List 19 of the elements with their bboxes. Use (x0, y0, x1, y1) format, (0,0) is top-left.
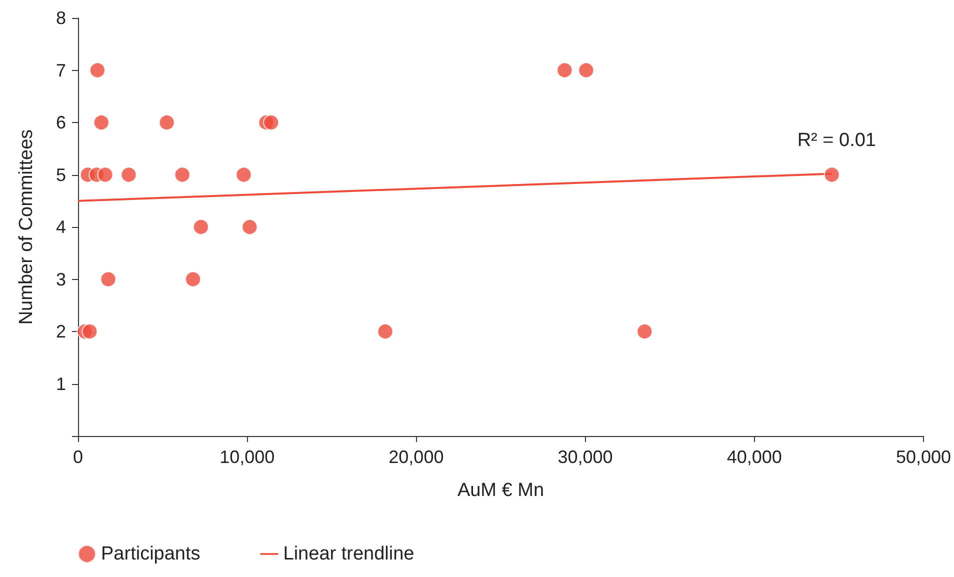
x-tick-label: 30,000 (558, 447, 613, 467)
y-axis-title: Number of Committees (16, 129, 37, 325)
y-tick-label: 6 (56, 112, 66, 132)
y-tick-label: 2 (56, 322, 66, 342)
legend-label: Participants (101, 544, 200, 564)
y-tick-label: 4 (56, 217, 66, 237)
y-tick-label: 5 (56, 164, 66, 185)
annotation: R² = 0.01 (797, 130, 876, 151)
x-tick-label: 10,000 (220, 447, 275, 467)
x-tick-label: 20,000 (388, 447, 444, 467)
y-tick-label: 1 (56, 374, 66, 394)
x-tick-label: 50,000 (896, 447, 952, 467)
y-tick-label: 3 (56, 269, 66, 290)
y-tick-label: 7 (56, 60, 66, 80)
x-tick-label: 40,000 (726, 447, 782, 467)
x-axis-title: AuM € Mn (457, 480, 544, 501)
x-tick-label: 0 (72, 447, 84, 467)
y-tick-label: 8 (56, 8, 66, 28)
legend-label: Linear trendline (283, 544, 414, 564)
